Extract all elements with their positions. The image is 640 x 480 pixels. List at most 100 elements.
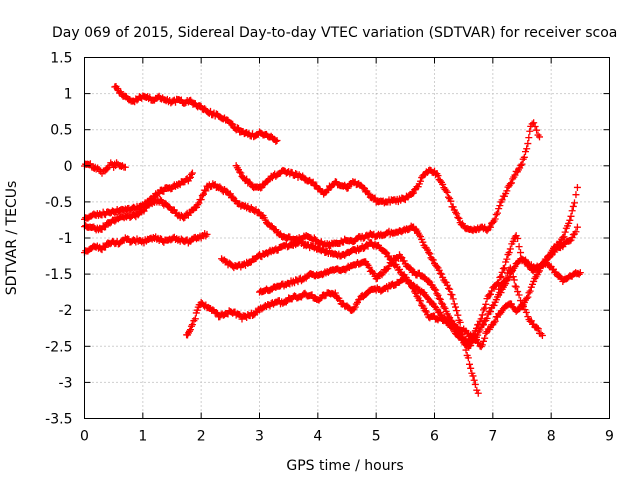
data-point <box>477 315 485 323</box>
data-point <box>573 223 581 231</box>
data-point <box>400 257 408 265</box>
data-point <box>508 300 515 308</box>
data-point <box>470 330 478 338</box>
data-point <box>309 178 317 186</box>
data-point <box>568 207 576 215</box>
x-axis-title: GPS time / hours <box>286 458 403 474</box>
data-point <box>523 294 531 302</box>
data-point <box>449 295 457 303</box>
data-point <box>417 177 424 185</box>
data-point <box>491 317 499 325</box>
data-point <box>572 228 580 236</box>
data-point <box>425 277 433 285</box>
data-point <box>533 324 541 332</box>
data-point <box>530 277 538 285</box>
data-point <box>473 324 480 332</box>
data-point <box>364 189 372 197</box>
data-point <box>514 288 522 296</box>
data-point <box>434 291 442 299</box>
data-point <box>536 133 543 141</box>
data-point <box>439 180 447 188</box>
data-point <box>560 233 568 241</box>
data-point <box>517 161 525 169</box>
data-point <box>483 227 491 235</box>
data-point <box>469 331 477 339</box>
data-point <box>273 137 281 145</box>
data-point <box>490 319 498 327</box>
y-tick-label: -1.5 <box>45 267 72 283</box>
x-tick-label: 4 <box>313 429 322 445</box>
data-point <box>436 295 444 303</box>
data-point <box>470 376 478 384</box>
data-point <box>503 269 511 277</box>
data-point <box>441 304 449 312</box>
data-point <box>197 196 205 204</box>
data-point <box>229 193 237 201</box>
data-point <box>369 268 377 276</box>
data-point <box>202 232 210 240</box>
data-point <box>454 213 462 221</box>
data-point <box>438 270 445 278</box>
data-point <box>452 324 459 332</box>
chart-title: Day 069 of 2015, Sidereal Day-to-day VTE… <box>52 25 617 41</box>
data-point <box>442 187 450 195</box>
data-point <box>561 228 569 236</box>
data-point <box>415 231 423 239</box>
data-point <box>505 249 513 257</box>
data-point <box>503 187 511 195</box>
data-point <box>495 285 503 293</box>
data-point <box>434 172 442 180</box>
satellite-track-4 <box>81 180 482 397</box>
data-point <box>187 170 195 178</box>
data-point <box>282 298 290 306</box>
data-point <box>488 287 496 295</box>
data-point <box>445 312 452 320</box>
data-point <box>331 289 339 297</box>
data-point <box>445 284 452 292</box>
data-point <box>203 230 211 238</box>
data-point <box>531 123 539 131</box>
data-point <box>512 283 520 291</box>
data-point <box>193 306 201 314</box>
data-point <box>435 294 443 302</box>
data-point <box>522 308 530 316</box>
data-point <box>456 318 464 326</box>
satellite-track-5 <box>81 230 211 257</box>
satellite-track-10 <box>495 264 546 339</box>
data-point <box>438 299 445 307</box>
data-point <box>424 294 431 302</box>
data-point <box>417 297 424 305</box>
data-point <box>571 199 578 207</box>
data-point <box>292 169 300 177</box>
x-tick-label: 7 <box>488 429 497 445</box>
data-point <box>389 258 396 266</box>
y-tick-label: -0.5 <box>45 195 72 211</box>
data-point <box>454 311 462 319</box>
data-point <box>566 216 574 224</box>
data-point <box>351 303 359 311</box>
data-point <box>466 339 473 347</box>
data-point <box>509 273 517 281</box>
data-point <box>492 211 500 219</box>
data-point <box>455 215 463 223</box>
data-point <box>467 364 475 372</box>
data-point <box>519 303 527 311</box>
data-point <box>194 201 202 209</box>
y-tick-label: 0 <box>64 159 73 175</box>
data-point <box>387 259 395 267</box>
data-point <box>494 209 501 217</box>
y-tick-label: 0.5 <box>50 123 72 139</box>
data-point <box>449 203 457 211</box>
data-point <box>272 137 280 145</box>
data-point <box>436 269 444 277</box>
data-point <box>478 311 486 319</box>
data-point <box>523 145 531 153</box>
data-point <box>336 297 344 305</box>
data-point <box>502 274 510 282</box>
data-point <box>565 219 573 227</box>
data-point <box>525 289 533 297</box>
data-point <box>557 238 564 246</box>
data-point <box>533 126 541 134</box>
data-marks <box>81 82 584 397</box>
satellite-track-6 <box>232 119 543 235</box>
